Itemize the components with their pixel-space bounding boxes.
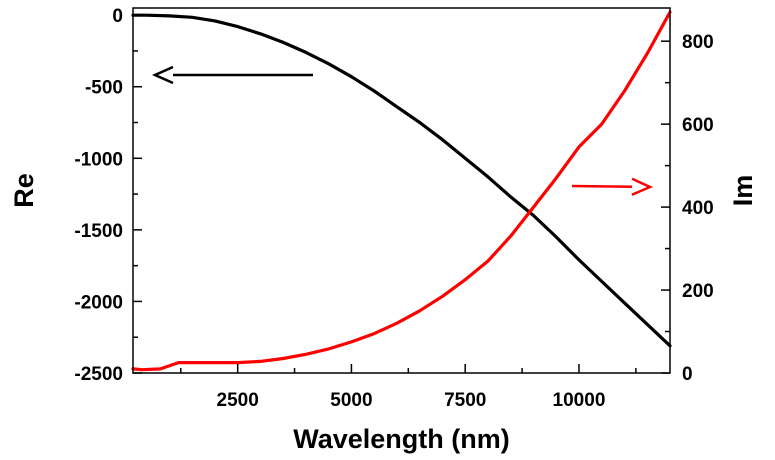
x-tick-label: 7500 <box>444 390 486 411</box>
y-right-tick-label: 0 <box>682 364 693 385</box>
x-tick-label: 5000 <box>330 390 372 411</box>
x-axis-title: Wavelength (nm) <box>293 424 510 454</box>
y-left-tick-label: -1500 <box>74 221 123 242</box>
plot-lines <box>131 10 672 372</box>
x-tick-label: 2500 <box>217 390 259 411</box>
y-right-tick-label: 400 <box>682 198 714 219</box>
arrow-to-left-axis <box>151 65 313 85</box>
y-right-tick-label: 600 <box>682 115 714 136</box>
x-tick-label: 10000 <box>553 390 606 411</box>
y-axis-left-title: Re <box>9 173 39 208</box>
series-line-right <box>131 10 672 372</box>
y-left-tick-label: 0 <box>112 6 123 27</box>
y-right-tick-label: 200 <box>682 281 714 302</box>
axes: 2500 5000 7500 10000 0 -500 -1000 -1500 -2000 -25… <box>74 6 713 411</box>
y-right-tick-label: 800 <box>682 32 714 53</box>
arrow-to-right-axis <box>571 177 654 196</box>
y-axis-right-title: Im <box>728 175 758 207</box>
series-line-left <box>131 13 672 348</box>
annotations <box>151 65 654 196</box>
y-left-tick-label: -2500 <box>74 364 123 385</box>
y-left-tick-label: -2000 <box>74 292 123 313</box>
y-left-tick-label: -1000 <box>74 149 123 170</box>
plot-frame <box>132 7 671 374</box>
y-left-tick-label: -500 <box>85 78 123 99</box>
